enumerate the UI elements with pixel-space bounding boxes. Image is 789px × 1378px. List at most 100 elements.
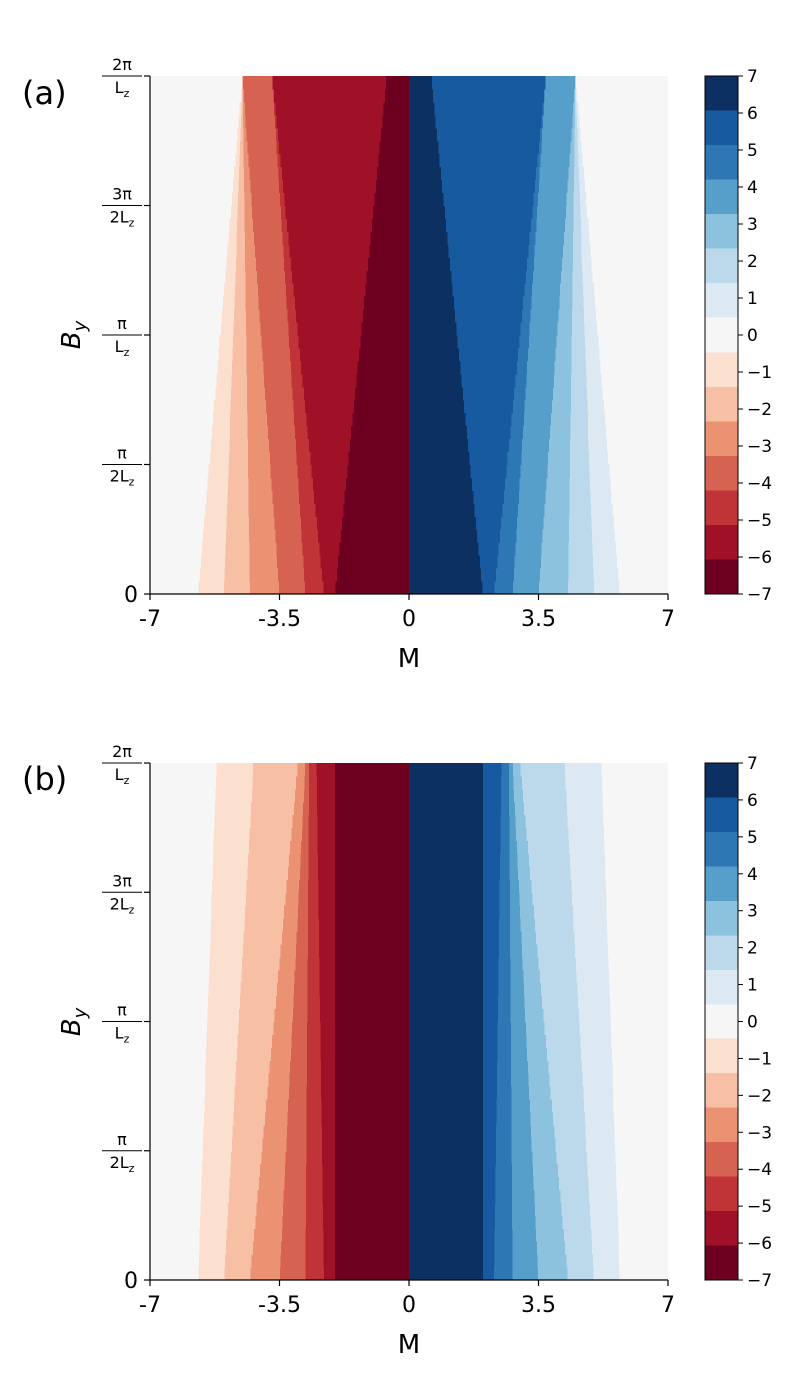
heatmap-cell bbox=[409, 1111, 483, 1126]
heatmap-cell bbox=[496, 1099, 512, 1113]
heatmap-cell bbox=[500, 814, 510, 829]
heatmap-cell bbox=[216, 763, 254, 777]
heatmap-cell bbox=[297, 464, 312, 478]
heatmap-cell bbox=[306, 1124, 322, 1139]
colorbar-tick-label: −3 bbox=[747, 1123, 772, 1143]
heatmap-cell bbox=[409, 1086, 483, 1100]
heatmap-cell bbox=[289, 335, 299, 349]
heatmap-cell bbox=[224, 568, 250, 582]
heatmap-cell bbox=[536, 931, 575, 945]
heatmap-cell bbox=[570, 140, 575, 155]
heatmap-cell bbox=[532, 1150, 557, 1165]
colorbar-tick-label: 5 bbox=[747, 141, 758, 161]
heatmap-cell bbox=[314, 490, 345, 504]
heatmap-cell bbox=[483, 1150, 496, 1165]
heatmap-cell bbox=[260, 1163, 286, 1178]
heatmap-cell bbox=[483, 801, 501, 816]
heatmap-cell bbox=[494, 1228, 513, 1242]
heatmap-cell bbox=[305, 399, 354, 414]
heatmap-cell bbox=[306, 1099, 322, 1113]
heatmap-cell bbox=[544, 88, 575, 103]
colorbar-segment bbox=[705, 797, 738, 833]
heatmap-cell bbox=[322, 1150, 335, 1165]
heatmap-cell bbox=[226, 257, 236, 271]
heatmap-cell bbox=[579, 1021, 611, 1035]
heatmap-cell bbox=[439, 153, 538, 168]
heatmap-cell bbox=[532, 283, 561, 297]
heatmap-cell bbox=[409, 140, 439, 155]
heatmap-cell bbox=[501, 763, 509, 777]
y-tick-numerator: 2π bbox=[112, 55, 132, 74]
heatmap-cell bbox=[409, 1008, 483, 1022]
heatmap-cell bbox=[208, 995, 240, 1010]
heatmap-cell bbox=[409, 892, 483, 906]
heatmap-cell bbox=[551, 399, 571, 414]
heatmap-cell bbox=[563, 244, 574, 258]
heatmap-cell bbox=[495, 1150, 512, 1165]
heatmap-cell bbox=[323, 581, 336, 595]
heatmap-cell bbox=[240, 88, 242, 103]
heatmap-cell bbox=[221, 309, 234, 323]
heatmap-cell bbox=[266, 1099, 289, 1113]
heatmap-cell bbox=[497, 555, 515, 569]
heatmap-cell bbox=[284, 905, 298, 919]
heatmap-cell bbox=[292, 814, 303, 829]
heatmap-cell bbox=[537, 153, 541, 168]
heatmap-cell bbox=[241, 88, 243, 103]
heatmap-cell bbox=[251, 1254, 281, 1268]
heatmap-cell bbox=[248, 840, 291, 854]
y-tick-numerator: π bbox=[117, 1001, 127, 1020]
heatmap-cell bbox=[576, 969, 610, 984]
denominator-base: L bbox=[115, 1024, 124, 1043]
y-tick-numerator: 2π bbox=[112, 742, 132, 761]
heatmap-cell bbox=[498, 995, 511, 1010]
heatmap-cell bbox=[483, 969, 499, 984]
heatmap-cell bbox=[335, 1047, 409, 1061]
heatmap-cell bbox=[518, 879, 532, 893]
heatmap-cell bbox=[475, 516, 502, 530]
heatmap-cell bbox=[319, 956, 335, 971]
colorbar-segment bbox=[705, 831, 738, 867]
heatmap-cell bbox=[211, 425, 230, 440]
heatmap-cell bbox=[553, 1111, 585, 1126]
heatmap-cell bbox=[206, 490, 228, 504]
heatmap-cell bbox=[216, 373, 232, 388]
heatmap-cell bbox=[211, 905, 246, 919]
heatmap-cell bbox=[299, 503, 316, 517]
heatmap-cell bbox=[575, 943, 609, 958]
heatmap-cell bbox=[409, 763, 483, 777]
heatmap-cell bbox=[499, 529, 517, 543]
heatmap-cell bbox=[347, 464, 409, 478]
heatmap-cell bbox=[243, 114, 246, 129]
heatmap-cell bbox=[548, 1060, 582, 1074]
heatmap-cell bbox=[455, 309, 522, 323]
heatmap-cell bbox=[230, 399, 248, 414]
y-tick-label: 0 bbox=[124, 1269, 138, 1294]
heatmap-cell bbox=[320, 1008, 335, 1022]
heatmap-cell bbox=[554, 1124, 586, 1139]
heatmap-cell bbox=[384, 88, 409, 103]
heatmap-cell bbox=[574, 153, 579, 168]
heatmap-cell bbox=[317, 840, 335, 854]
heatmap-cell bbox=[233, 335, 247, 349]
heatmap-cell bbox=[526, 373, 554, 388]
heatmap-cell bbox=[310, 451, 349, 465]
heatmap-cell bbox=[468, 438, 509, 453]
heatmap-cell bbox=[456, 322, 521, 336]
heatmap-cell bbox=[276, 140, 280, 155]
heatmap-cell bbox=[201, 542, 226, 556]
colorbar-tick-label: −5 bbox=[747, 511, 772, 531]
heatmap-cell bbox=[205, 1060, 237, 1074]
heatmap-cell bbox=[321, 568, 337, 582]
heatmap-cell bbox=[233, 179, 239, 194]
heatmap-cell bbox=[299, 347, 359, 362]
heatmap-cell bbox=[294, 788, 304, 803]
heatmap-cell bbox=[335, 1163, 409, 1178]
y-tick-numerator: 3π bbox=[112, 185, 132, 204]
heatmap-cell bbox=[335, 763, 409, 777]
heatmap-cell bbox=[239, 140, 244, 155]
heatmap-cell bbox=[282, 1215, 306, 1229]
heatmap-cell bbox=[409, 296, 454, 310]
colorbar-tick-label: 3 bbox=[747, 902, 758, 922]
